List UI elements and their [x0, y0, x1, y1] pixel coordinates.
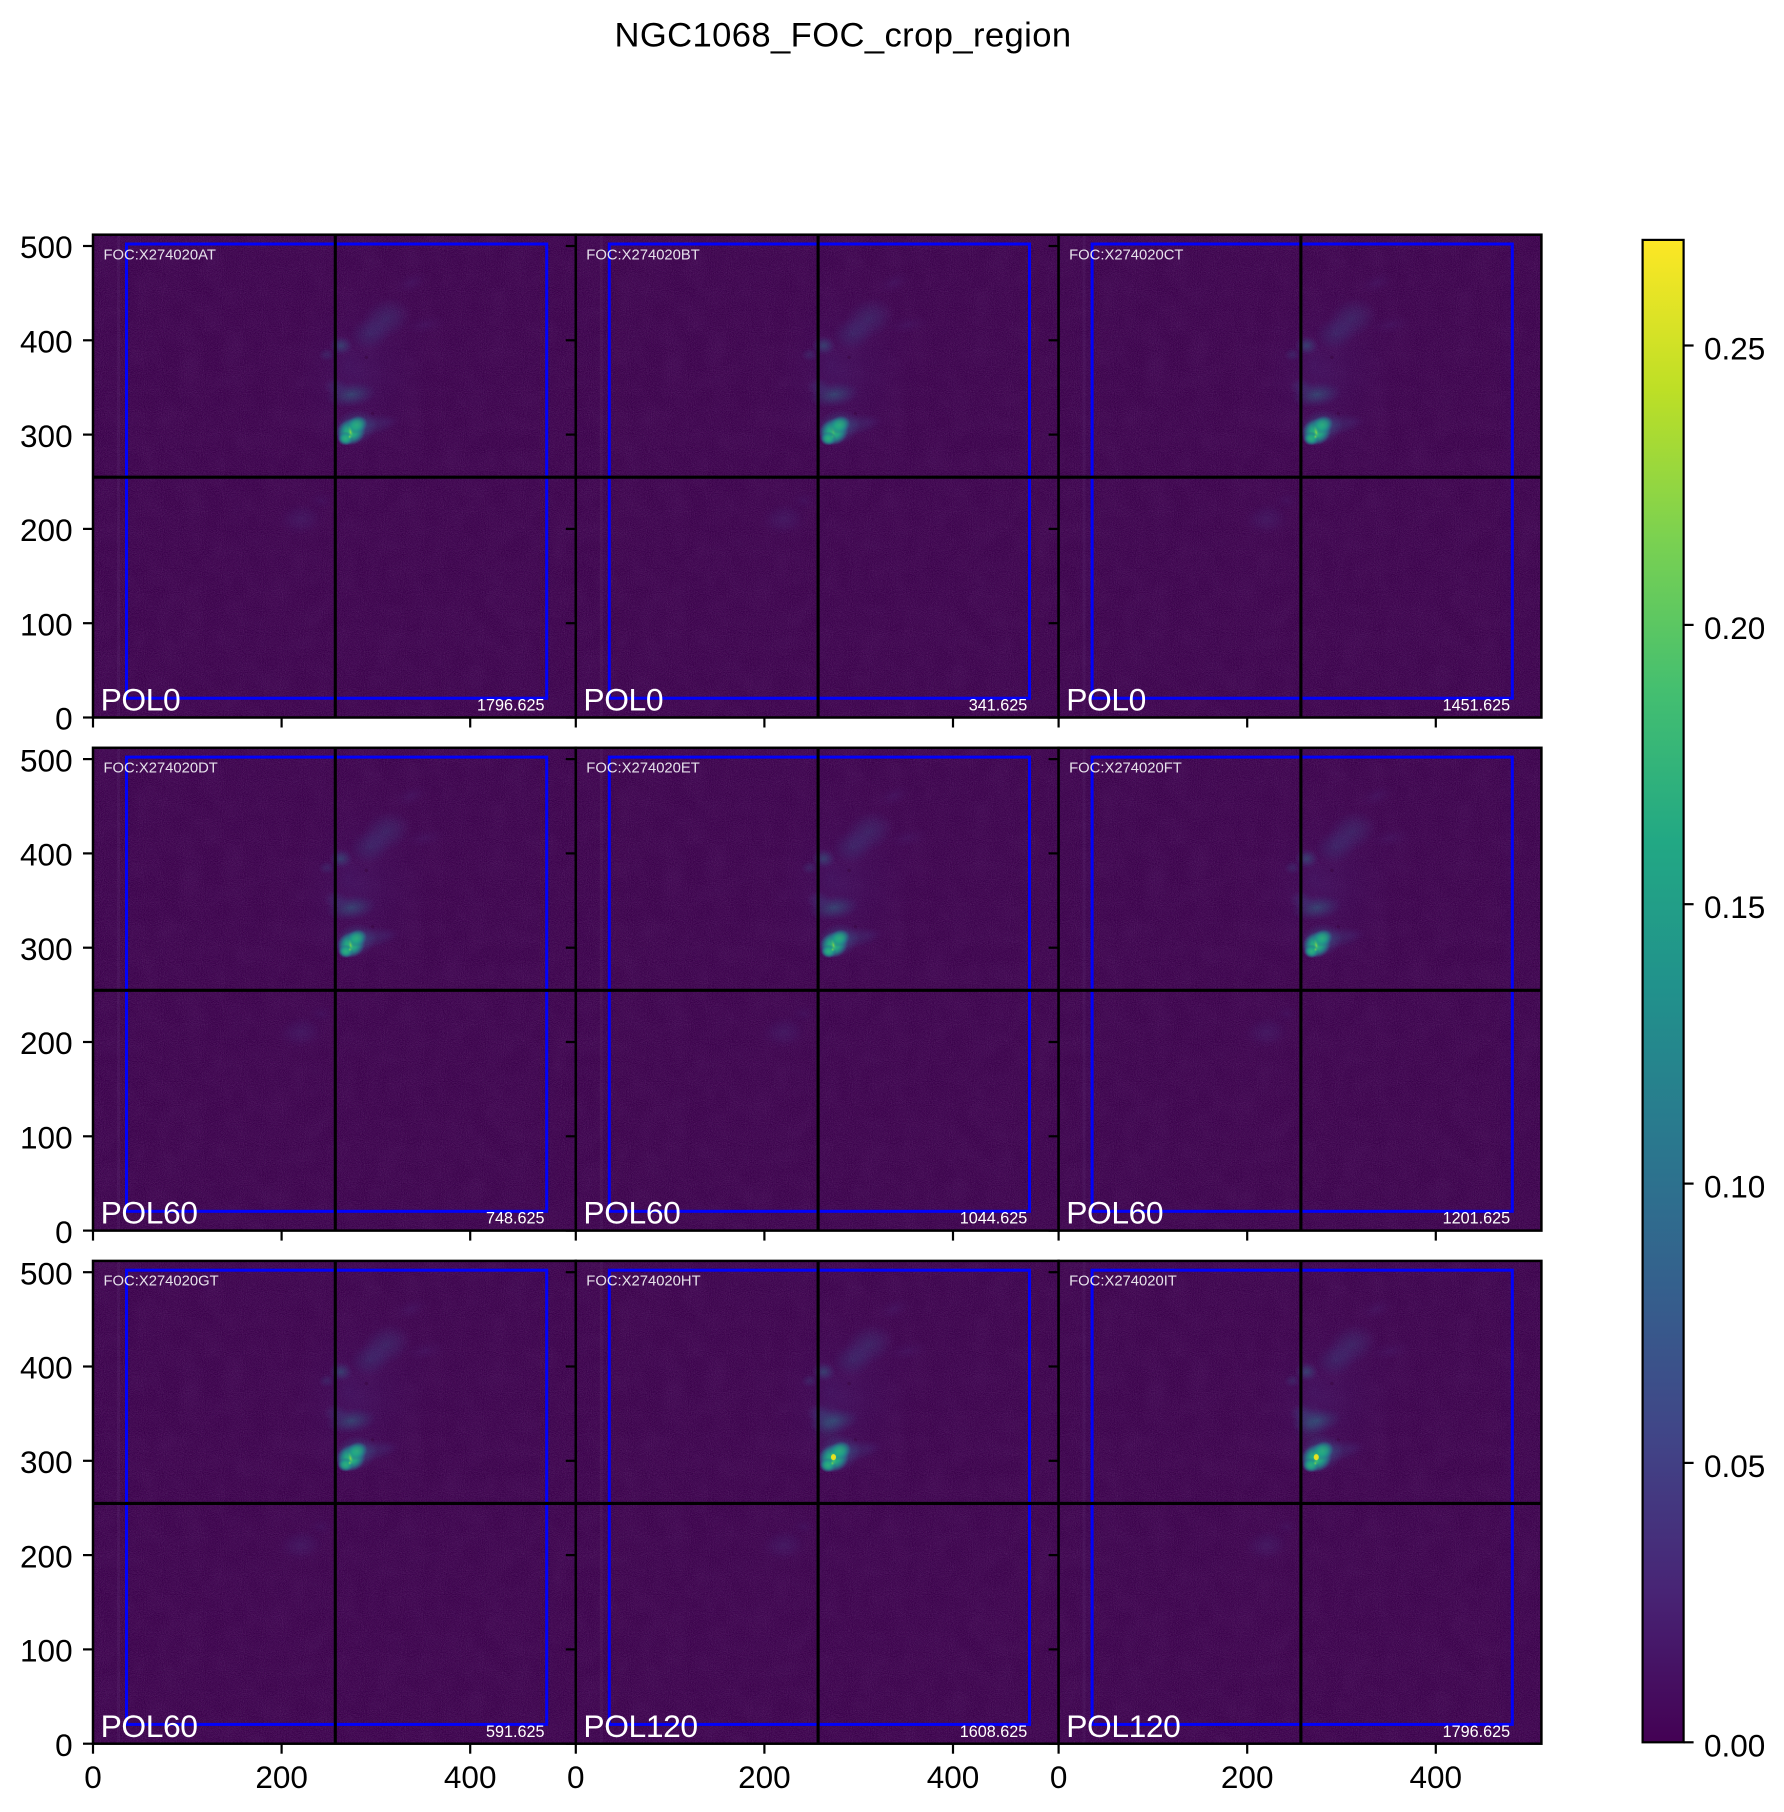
svg-text:341.625: 341.625: [969, 697, 1028, 715]
svg-text:POL60: POL60: [583, 1195, 680, 1231]
svg-text:400: 400: [927, 1759, 980, 1795]
svg-text:0.10: 0.10: [1704, 1169, 1765, 1205]
svg-text:FOC:X274020GT: FOC:X274020GT: [104, 1274, 219, 1290]
svg-text:1451.625: 1451.625: [1443, 697, 1511, 715]
svg-text:1608.625: 1608.625: [960, 1723, 1028, 1741]
svg-text:400: 400: [20, 1350, 73, 1386]
svg-text:100: 100: [20, 606, 73, 642]
svg-text:NGC1068_FOC_crop_region: NGC1068_FOC_crop_region: [614, 17, 1071, 55]
svg-text:FOC:X274020IT: FOC:X274020IT: [1069, 1274, 1177, 1290]
svg-text:POL120: POL120: [1066, 1708, 1180, 1744]
svg-text:0: 0: [55, 701, 73, 737]
svg-text:1044.625: 1044.625: [960, 1210, 1028, 1228]
svg-text:0: 0: [1050, 1759, 1068, 1795]
svg-text:POL120: POL120: [583, 1708, 697, 1744]
svg-text:FOC:X274020ET: FOC:X274020ET: [586, 760, 700, 776]
svg-text:400: 400: [20, 837, 73, 873]
svg-text:1796.625: 1796.625: [1443, 1723, 1511, 1741]
svg-text:300: 300: [20, 418, 73, 454]
svg-text:0: 0: [55, 1214, 73, 1250]
svg-text:500: 500: [20, 1255, 73, 1291]
svg-text:0.20: 0.20: [1704, 610, 1765, 646]
svg-text:400: 400: [20, 324, 73, 360]
svg-text:FOC:X274020AT: FOC:X274020AT: [104, 247, 216, 263]
svg-text:POL0: POL0: [583, 682, 663, 718]
svg-text:FOC:X274020HT: FOC:X274020HT: [586, 1274, 700, 1290]
svg-text:POL60: POL60: [101, 1195, 198, 1231]
svg-text:0: 0: [55, 1727, 73, 1763]
svg-text:200: 200: [738, 1759, 791, 1795]
svg-text:0: 0: [84, 1759, 102, 1795]
svg-text:300: 300: [20, 1444, 73, 1480]
svg-text:100: 100: [20, 1633, 73, 1669]
svg-text:200: 200: [255, 1759, 308, 1795]
svg-text:POL0: POL0: [101, 682, 181, 718]
svg-text:POL60: POL60: [1066, 1195, 1163, 1231]
svg-text:POL0: POL0: [1066, 682, 1146, 718]
svg-text:0.00: 0.00: [1704, 1727, 1765, 1763]
svg-text:1796.625: 1796.625: [477, 697, 545, 715]
svg-text:200: 200: [20, 512, 73, 548]
svg-text:500: 500: [20, 229, 73, 265]
svg-text:0.25: 0.25: [1704, 331, 1765, 367]
svg-text:591.625: 591.625: [486, 1723, 545, 1741]
svg-text:POL60: POL60: [101, 1708, 198, 1744]
svg-text:200: 200: [1221, 1759, 1274, 1795]
svg-text:1201.625: 1201.625: [1443, 1210, 1511, 1228]
svg-text:500: 500: [20, 742, 73, 778]
svg-text:FOC:X274020CT: FOC:X274020CT: [1069, 247, 1183, 263]
svg-text:300: 300: [20, 931, 73, 967]
svg-text:400: 400: [1410, 1759, 1463, 1795]
svg-text:FOC:X274020DT: FOC:X274020DT: [104, 760, 218, 776]
svg-text:FOC:X274020BT: FOC:X274020BT: [586, 247, 700, 263]
svg-text:748.625: 748.625: [486, 1210, 545, 1228]
svg-text:200: 200: [20, 1025, 73, 1061]
svg-text:0.05: 0.05: [1704, 1448, 1765, 1484]
svg-text:0: 0: [567, 1759, 585, 1795]
svg-text:0.15: 0.15: [1704, 889, 1765, 925]
svg-text:FOC:X274020FT: FOC:X274020FT: [1069, 760, 1182, 776]
svg-text:400: 400: [444, 1759, 497, 1795]
svg-text:200: 200: [20, 1538, 73, 1574]
svg-text:100: 100: [20, 1120, 73, 1156]
